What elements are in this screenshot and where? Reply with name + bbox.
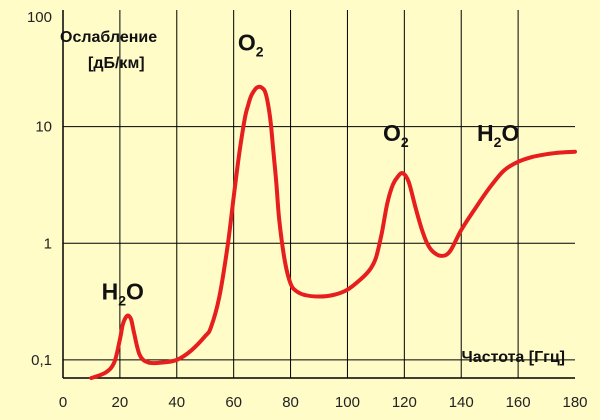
x-tick-label-120: 120 (392, 394, 417, 411)
y-axis-title-line2: [дБ/км] (88, 55, 145, 72)
x-tick-label-60: 60 (225, 394, 242, 411)
x-tick-label-100: 100 (335, 394, 360, 411)
tick-labels: 0 20 40 60 80 100 120 140 160 180 0,1 1 10 100 (27, 9, 588, 411)
x-tick-label-160: 160 (506, 394, 531, 411)
series-layer (89, 84, 577, 380)
grid (62, 10, 575, 379)
peak-label-2: O2 (383, 120, 409, 150)
x-tick-label-0: 0 (59, 394, 67, 411)
y-axis-title-line1: Ослабление (60, 29, 157, 46)
y-tick-label-2: 10 (35, 119, 52, 136)
peak-label-3: H2O (477, 120, 519, 150)
x-tick-label-80: 80 (282, 394, 299, 411)
x-axis-title: Частота [Ггц] (462, 349, 565, 366)
peak-label-0: H2O (102, 278, 144, 308)
x-tick-label-20: 20 (112, 394, 129, 411)
peak-label-1: O2 (238, 29, 264, 59)
annotations: H2O O2 O2 H2O (102, 29, 520, 308)
y-tick-label-3: 100 (27, 9, 52, 26)
x-tick-label-180: 180 (562, 394, 587, 411)
x-tick-label-140: 140 (449, 394, 474, 411)
x-tick-label-40: 40 (168, 394, 185, 411)
y-tick-label-0: 0,1 (31, 352, 52, 369)
attenuation-series-line-0 (89, 84, 577, 380)
y-tick-label-1: 1 (44, 235, 52, 252)
